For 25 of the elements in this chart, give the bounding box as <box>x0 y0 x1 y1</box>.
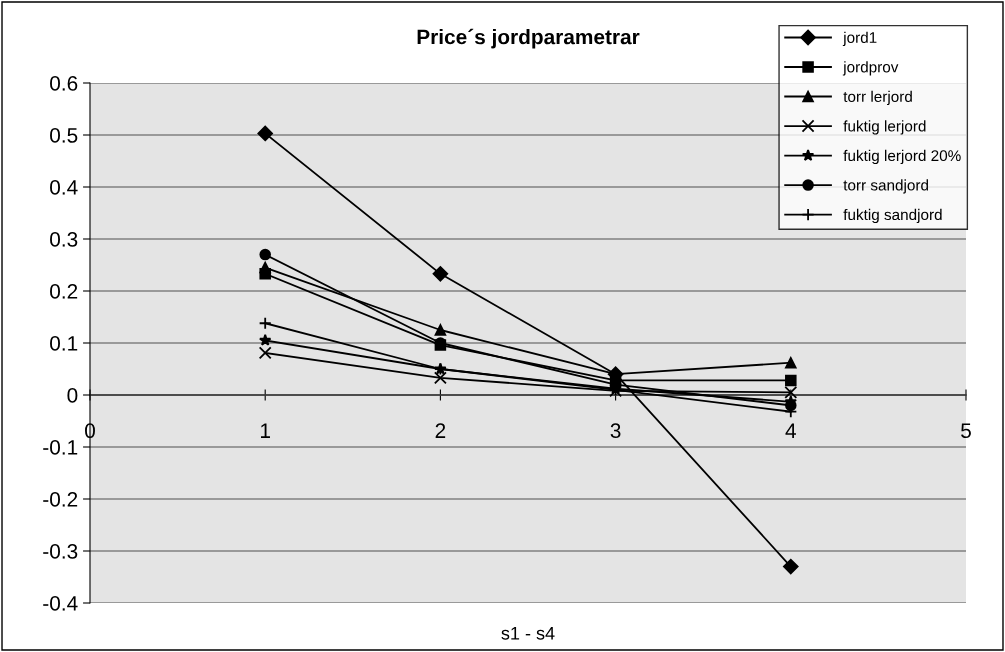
legend-label: torr sandjord <box>843 179 928 194</box>
x-tick-label: 2 <box>435 423 446 438</box>
x-tick-label: 5 <box>961 423 971 439</box>
y-tick-label: -0.4 <box>43 596 78 611</box>
chart-title: Price´s jordparametrar <box>417 28 640 49</box>
y-tick-label: 0.5 <box>50 128 78 143</box>
legend-label: fuktig lerjord <box>843 120 926 135</box>
legend-label: fuktig lerjord 20% <box>843 149 961 165</box>
y-tick-label: 0.4 <box>50 180 78 195</box>
y-tick-label: 0 <box>67 388 78 403</box>
y-tick-label: 0.1 <box>50 336 78 351</box>
legend-label: jord1 <box>842 31 877 46</box>
legend-label: jordprov <box>842 61 899 76</box>
x-tick-label: 1 <box>261 423 270 438</box>
y-tick-label: -0.2 <box>43 492 78 507</box>
legend-label: fuktig sandjord <box>843 208 942 224</box>
y-tick-label: 0.2 <box>50 284 78 299</box>
x-tick-label: 3 <box>610 423 621 439</box>
x-axis-title: s1 - s4 <box>501 627 555 640</box>
y-tick-label: 0.6 <box>50 76 78 91</box>
legend-label: torr lerjord <box>843 90 912 106</box>
y-tick-label: -0.1 <box>43 440 78 455</box>
x-tick-label: 4 <box>785 423 796 438</box>
y-tick-label: 0.3 <box>50 232 78 247</box>
y-tick-label: -0.3 <box>43 544 78 559</box>
